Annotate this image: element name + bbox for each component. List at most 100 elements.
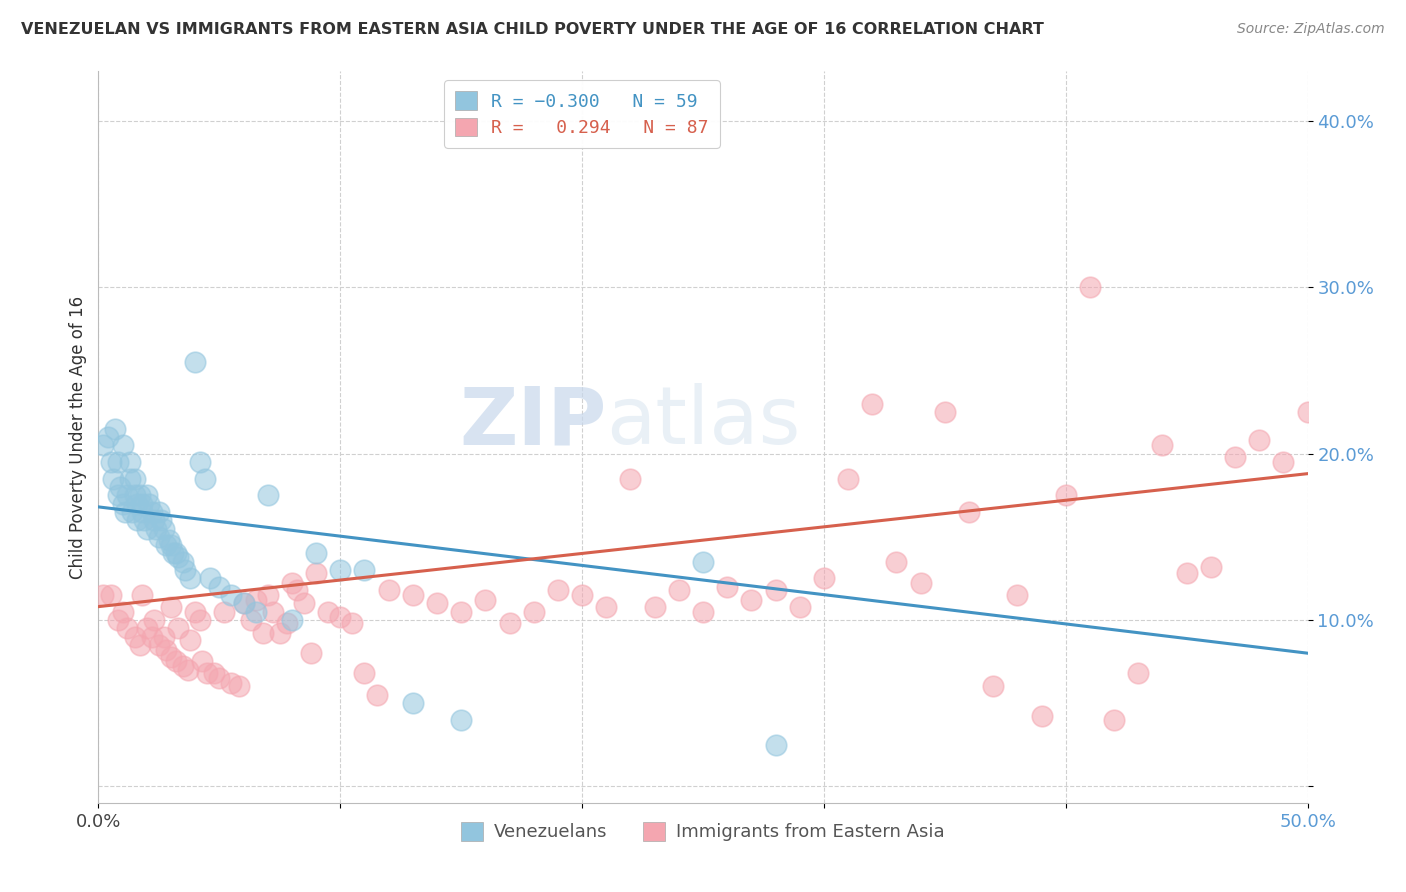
Point [860, 397, 883, 411]
Point [188, 455, 211, 469]
Point [160, 649, 183, 664]
Point [107, 613, 129, 627]
Point [426, 596, 449, 610]
Point [128, 638, 150, 652]
Point [107, 488, 129, 502]
Point [100, 455, 122, 469]
Point [934, 405, 956, 419]
Point [167, 549, 190, 564]
Point [127, 513, 149, 527]
Point [155, 538, 177, 552]
Text: atlas: atlas [606, 384, 800, 461]
Text: ZIP: ZIP [458, 384, 606, 461]
Point [886, 555, 908, 569]
Point [281, 613, 304, 627]
Point [1249, 434, 1271, 448]
Y-axis label: Child Poverty Under the Age of 16: Child Poverty Under the Age of 16 [69, 295, 87, 579]
Point [262, 605, 284, 619]
Point [148, 530, 170, 544]
Point [188, 613, 211, 627]
Point [177, 663, 200, 677]
Point [104, 422, 127, 436]
Point [107, 455, 129, 469]
Point [160, 599, 183, 614]
Point [165, 546, 187, 560]
Point [571, 588, 593, 602]
Point [342, 616, 364, 631]
Point [155, 643, 177, 657]
Point [148, 638, 170, 652]
Point [1296, 405, 1319, 419]
Point [981, 680, 1004, 694]
Point [232, 596, 254, 610]
Point [1007, 588, 1029, 602]
Point [837, 472, 859, 486]
Point [108, 480, 131, 494]
Point [148, 505, 170, 519]
Point [316, 605, 339, 619]
Point [111, 605, 134, 619]
Point [143, 513, 166, 527]
Point [172, 555, 194, 569]
Point [114, 505, 136, 519]
Point [135, 488, 157, 502]
Point [100, 588, 122, 602]
Point [765, 582, 787, 597]
Point [910, 576, 932, 591]
Point [221, 676, 243, 690]
Point [91, 438, 114, 452]
Point [145, 521, 167, 535]
Point [135, 621, 157, 635]
Point [329, 609, 352, 624]
Point [1031, 709, 1053, 723]
Point [111, 438, 134, 452]
Point [256, 488, 278, 502]
Point [305, 546, 328, 560]
Point [377, 582, 399, 597]
Point [138, 497, 160, 511]
Point [232, 596, 254, 610]
Point [152, 521, 174, 535]
Point [285, 582, 308, 597]
Point [101, 472, 124, 486]
Point [184, 355, 207, 369]
Point [595, 599, 617, 614]
Point [281, 576, 304, 591]
Point [716, 580, 738, 594]
Point [127, 497, 149, 511]
Point [118, 455, 141, 469]
Point [131, 497, 153, 511]
Point [1152, 438, 1174, 452]
Point [141, 630, 163, 644]
Point [252, 626, 274, 640]
Point [523, 605, 546, 619]
Point [143, 613, 166, 627]
Point [208, 671, 231, 685]
Point [1078, 280, 1101, 294]
Point [172, 659, 194, 673]
Point [150, 513, 173, 527]
Point [813, 571, 835, 585]
Point [1175, 566, 1198, 581]
Point [450, 713, 472, 727]
Point [195, 666, 218, 681]
Point [299, 646, 322, 660]
Point [131, 505, 153, 519]
Point [124, 488, 146, 502]
Point [204, 666, 226, 681]
Point [276, 616, 298, 631]
Point [1102, 713, 1125, 727]
Point [619, 472, 641, 486]
Point [474, 593, 496, 607]
Point [245, 593, 267, 607]
Point [789, 599, 811, 614]
Text: VENEZUELAN VS IMMIGRANTS FROM EASTERN ASIA CHILD POVERTY UNDER THE AGE OF 16 COR: VENEZUELAN VS IMMIGRANTS FROM EASTERN AS… [21, 22, 1045, 37]
Point [765, 738, 787, 752]
Point [498, 616, 520, 631]
Point [256, 588, 278, 602]
Point [208, 580, 231, 594]
Point [157, 533, 180, 548]
Point [135, 521, 157, 535]
Point [450, 605, 472, 619]
Point [1199, 559, 1222, 574]
